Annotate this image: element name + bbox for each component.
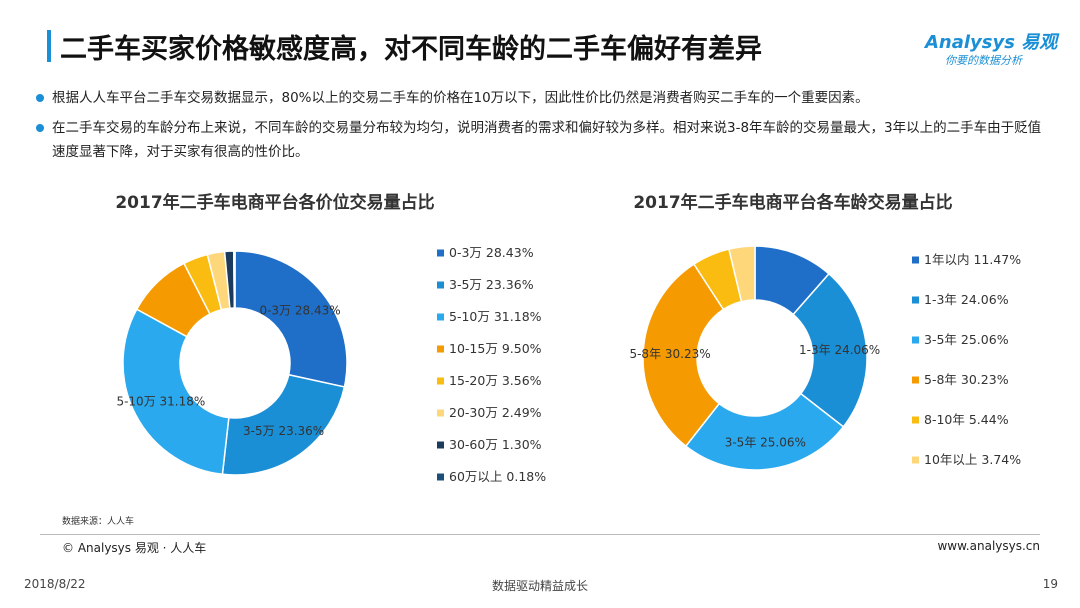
slice <box>642 263 725 448</box>
legend-label: 0-3万 28.43% <box>449 245 534 260</box>
slide-title: 二手车买家价格敏感度高，对不同车龄的二手车偏好有差异 <box>60 34 762 65</box>
legend-label: 30-60万 1.30% <box>449 437 542 452</box>
slice-label-category: 3-5年 <box>725 435 757 449</box>
legend-swatch <box>437 377 444 385</box>
legend-category: 3-5年 <box>924 332 957 347</box>
copyright: © Analysys 易观 · 人人车 <box>62 541 207 555</box>
legend-label: 10-15万 9.50% <box>449 341 542 356</box>
legend-category: 10-15万 <box>449 341 498 356</box>
slice-label: 5-10万 31.18% <box>116 394 205 408</box>
legend-value: 25.06% <box>961 332 1009 347</box>
footer-slogan: 数据驱动精益成长 <box>491 579 588 593</box>
logo: Analysys 易观 <box>925 32 1058 53</box>
legend-category: 20-30万 <box>449 405 498 420</box>
slice-label: 3-5年 25.06% <box>725 435 806 449</box>
page-number: 19 <box>1042 577 1058 591</box>
legend-swatch <box>437 345 444 353</box>
legend-label: 3-5万 23.36% <box>449 277 534 292</box>
legend-swatch <box>912 256 919 264</box>
legend-category: 30-60万 <box>449 437 498 452</box>
logo-slogan: 你要的数据分析 <box>945 54 1022 67</box>
legend-label: 1-3年 24.06% <box>924 292 1009 307</box>
website: www.analysys.cn <box>937 539 1040 553</box>
slice-label: 3-5万 23.36% <box>243 423 324 437</box>
legend-label: 5-8年 30.23% <box>924 372 1009 387</box>
legend-label: 5-10万 31.18% <box>449 309 542 324</box>
slice-label: 5-8年 30.23% <box>629 347 710 361</box>
slice <box>684 392 845 471</box>
legend-label: 3-5年 25.06% <box>924 332 1009 347</box>
legend-swatch <box>912 336 919 344</box>
slice <box>234 250 348 388</box>
legend-category: 3-5万 <box>449 277 482 292</box>
legend-value: 23.36% <box>486 277 534 292</box>
legend-value: 31.18% <box>494 309 542 324</box>
slice-label-value: 30.23% <box>665 347 711 361</box>
slice-label-category: 1-3年 <box>799 343 831 357</box>
chart-title: 2017年二手车电商平台各价位交易量占比 <box>115 192 434 213</box>
legend-value: 3.74% <box>981 452 1021 467</box>
bullet: 在二手车交易的车龄分布上来说，不同车龄的交易量分布较为均匀，说明消费者的需求和偏… <box>36 116 1052 164</box>
legend-value: 24.06% <box>961 292 1009 307</box>
slice-label-value: 24.06% <box>834 343 880 357</box>
legend-value: 2.49% <box>502 405 542 420</box>
legend-label: 60万以上 0.18% <box>449 469 546 484</box>
legend-swatch <box>912 296 919 304</box>
slice-label-category: 0-3万 <box>259 303 291 317</box>
legend-value: 11.47% <box>973 252 1021 267</box>
legend-value: 30.23% <box>961 372 1009 387</box>
legend-swatch <box>437 441 444 449</box>
legend-category: 5-10万 <box>449 309 490 324</box>
legend-value: 9.50% <box>502 341 542 356</box>
slice <box>728 245 756 303</box>
legend-value: 5.44% <box>969 412 1009 427</box>
legend-value: 3.56% <box>502 373 542 388</box>
source: 数据来源：人人车 <box>62 517 135 527</box>
slice-label-value: 28.43% <box>295 303 341 317</box>
slice-label-value: 31.18% <box>160 394 206 408</box>
title-bar <box>47 30 51 62</box>
legend-swatch <box>437 281 444 289</box>
slice <box>221 373 346 476</box>
legend-label: 10年以上 3.74% <box>924 452 1021 467</box>
slice-label: 1-3年 24.06% <box>799 343 880 357</box>
legend-label: 15-20万 3.56% <box>449 373 542 388</box>
legend-swatch <box>437 473 444 481</box>
legend-label: 1年以内 11.47% <box>924 252 1021 267</box>
legend-value: 1.30% <box>502 437 542 452</box>
slice-label-value: 25.06% <box>760 435 806 449</box>
legend-value: 28.43% <box>486 245 534 260</box>
legend-category: 1-3年 <box>924 292 957 307</box>
slice <box>122 308 230 476</box>
legend-category: 0-3万 <box>449 245 482 260</box>
bullet: 根据人人车平台二手车交易数据显示，80%以上的交易二手车的价格在10万以下，因此… <box>36 86 1052 110</box>
legend-swatch <box>437 313 444 321</box>
slice-label-category: 5-10万 <box>116 394 155 408</box>
slice-label: 0-3万 28.43% <box>259 303 340 317</box>
legend-label: 20-30万 2.49% <box>449 405 542 420</box>
legend-category: 8-10年 <box>924 412 965 427</box>
legend-category: 10年以上 <box>924 452 977 467</box>
slice <box>792 272 868 428</box>
legend-swatch <box>437 409 444 417</box>
legend-swatch <box>912 456 919 464</box>
slice-label-category: 3-5万 <box>243 423 275 437</box>
legend-value: 0.18% <box>506 469 546 484</box>
slice-label-category: 5-8年 <box>629 347 661 361</box>
date: 2018/8/22 <box>24 577 86 591</box>
legend-category: 5-8年 <box>924 372 957 387</box>
chart-title: 2017年二手车电商平台各车龄交易量占比 <box>633 192 952 213</box>
legend-category: 60万以上 <box>449 469 502 484</box>
slice <box>232 250 236 309</box>
legend-swatch <box>912 376 919 384</box>
legend-label: 8-10年 5.44% <box>924 412 1009 427</box>
legend-swatch <box>912 416 919 424</box>
divider <box>40 534 1040 535</box>
legend-category: 15-20万 <box>449 373 498 388</box>
legend-swatch <box>437 249 444 257</box>
legend-category: 1年以内 <box>924 252 969 267</box>
slice-label-value: 23.36% <box>278 423 324 437</box>
